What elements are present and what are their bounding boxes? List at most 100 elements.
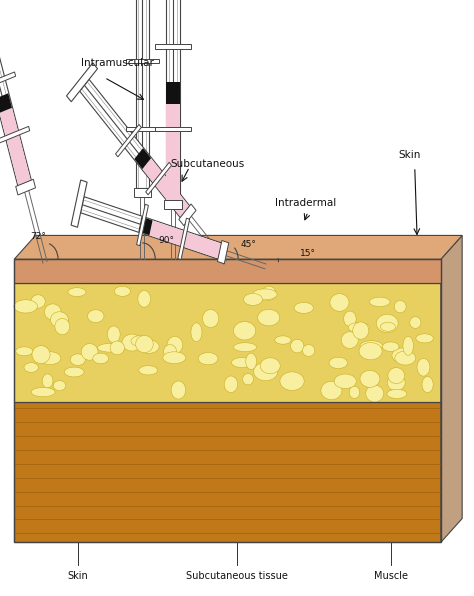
Polygon shape (136, 0, 149, 188)
Ellipse shape (93, 353, 109, 364)
Polygon shape (134, 148, 151, 169)
Polygon shape (16, 179, 36, 195)
Ellipse shape (243, 374, 254, 385)
Text: 15°: 15° (300, 249, 316, 258)
Ellipse shape (64, 367, 84, 377)
Ellipse shape (330, 294, 349, 311)
Polygon shape (155, 45, 191, 49)
Polygon shape (126, 127, 159, 131)
Ellipse shape (291, 339, 304, 353)
Ellipse shape (114, 286, 130, 296)
Ellipse shape (369, 297, 390, 306)
Text: Skin: Skin (398, 150, 420, 160)
Polygon shape (0, 126, 30, 144)
Ellipse shape (359, 343, 382, 360)
Ellipse shape (136, 336, 153, 353)
Polygon shape (166, 104, 180, 200)
Ellipse shape (138, 290, 151, 307)
Ellipse shape (234, 321, 255, 340)
Polygon shape (155, 127, 191, 131)
Ellipse shape (388, 368, 405, 384)
Polygon shape (218, 241, 229, 264)
Polygon shape (0, 108, 31, 185)
Ellipse shape (31, 387, 55, 397)
Text: Skin: Skin (68, 571, 89, 581)
Ellipse shape (341, 332, 358, 349)
Ellipse shape (246, 353, 256, 370)
Polygon shape (71, 180, 87, 227)
Polygon shape (14, 402, 441, 542)
Ellipse shape (348, 322, 370, 333)
Polygon shape (14, 283, 441, 402)
Polygon shape (164, 200, 182, 209)
Ellipse shape (234, 343, 257, 352)
Polygon shape (149, 221, 221, 259)
Text: 90°: 90° (158, 235, 174, 245)
Ellipse shape (416, 334, 433, 343)
Ellipse shape (387, 389, 407, 399)
Ellipse shape (24, 363, 38, 372)
Ellipse shape (224, 376, 237, 393)
Ellipse shape (110, 341, 125, 355)
Ellipse shape (260, 358, 280, 374)
Ellipse shape (107, 326, 120, 343)
Polygon shape (14, 259, 441, 283)
Ellipse shape (231, 358, 252, 368)
Ellipse shape (39, 352, 61, 365)
Ellipse shape (253, 289, 277, 300)
Ellipse shape (344, 311, 356, 327)
Polygon shape (166, 82, 180, 104)
Ellipse shape (88, 310, 104, 322)
Polygon shape (126, 59, 159, 63)
Ellipse shape (360, 370, 380, 387)
Ellipse shape (349, 386, 360, 399)
Ellipse shape (417, 358, 430, 376)
Ellipse shape (387, 374, 405, 391)
Text: Intramuscular: Intramuscular (81, 58, 154, 67)
Ellipse shape (131, 336, 150, 347)
Text: Subcutaneous tissue: Subcutaneous tissue (186, 571, 288, 581)
Ellipse shape (14, 300, 37, 313)
Polygon shape (179, 204, 196, 226)
Polygon shape (0, 0, 31, 185)
Ellipse shape (394, 300, 406, 313)
Polygon shape (116, 125, 141, 157)
Ellipse shape (254, 362, 278, 381)
Text: Muscle: Muscle (374, 571, 408, 581)
Ellipse shape (302, 344, 315, 356)
Polygon shape (14, 235, 462, 259)
Ellipse shape (42, 374, 53, 388)
Ellipse shape (334, 374, 356, 389)
Ellipse shape (202, 309, 219, 328)
Ellipse shape (191, 323, 202, 342)
Ellipse shape (122, 334, 142, 351)
Ellipse shape (380, 322, 395, 331)
Polygon shape (66, 63, 98, 102)
Ellipse shape (321, 381, 342, 400)
Polygon shape (178, 218, 190, 260)
Ellipse shape (280, 372, 304, 390)
Ellipse shape (198, 352, 218, 365)
Ellipse shape (31, 295, 46, 308)
Ellipse shape (167, 336, 182, 353)
Ellipse shape (262, 286, 276, 300)
Ellipse shape (392, 348, 411, 363)
Text: Subcutaneous: Subcutaneous (171, 159, 245, 169)
Ellipse shape (163, 352, 186, 364)
Ellipse shape (50, 312, 68, 328)
Ellipse shape (98, 343, 121, 352)
Ellipse shape (16, 347, 33, 356)
Ellipse shape (70, 354, 85, 365)
Ellipse shape (55, 318, 70, 335)
Ellipse shape (258, 309, 280, 326)
Ellipse shape (138, 340, 159, 353)
Polygon shape (138, 217, 153, 235)
Ellipse shape (68, 288, 86, 296)
Ellipse shape (329, 357, 347, 368)
Polygon shape (146, 162, 172, 195)
Ellipse shape (366, 385, 384, 402)
Polygon shape (0, 94, 12, 113)
Polygon shape (134, 188, 151, 197)
Ellipse shape (32, 346, 50, 364)
Ellipse shape (383, 342, 399, 352)
